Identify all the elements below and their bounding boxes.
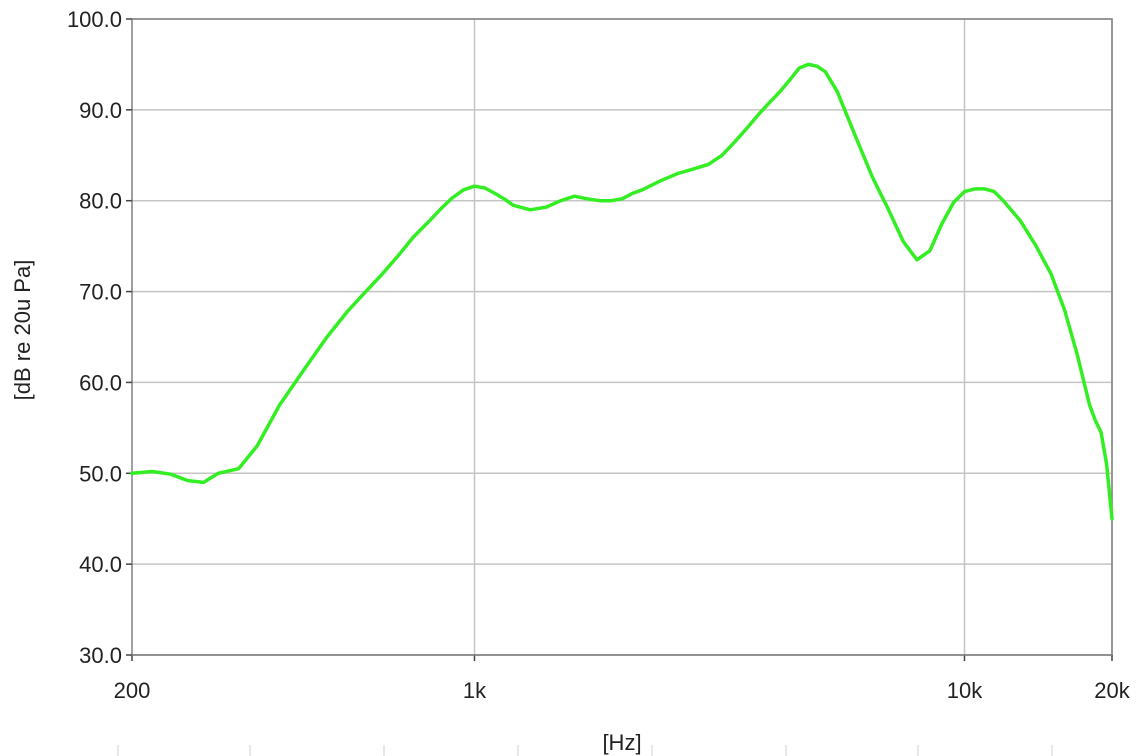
y-axis-title: [dB re 20u Pa] bbox=[10, 260, 35, 401]
x-tick-label: 1k bbox=[463, 678, 487, 703]
series-layer bbox=[130, 62, 1114, 521]
bottom-stubs bbox=[117, 745, 1053, 756]
y-tick-label: 40.0 bbox=[79, 552, 122, 577]
y-tick-label: 90.0 bbox=[79, 98, 122, 123]
x-axis: 200 1k 10k 20k bbox=[114, 654, 1131, 703]
y-tick-label: 50.0 bbox=[79, 461, 122, 486]
y-tick-label: 70.0 bbox=[79, 280, 122, 305]
y-tick-label: 80.0 bbox=[79, 189, 122, 214]
y-tick-label: 100.0 bbox=[67, 7, 122, 32]
response-curve bbox=[130, 62, 1114, 521]
x-tick-label: 200 bbox=[114, 678, 151, 703]
x-axis-title: [Hz] bbox=[602, 730, 641, 755]
x-tick-label: 20k bbox=[1094, 678, 1130, 703]
grid bbox=[132, 18, 1113, 655]
y-tick-label: 60.0 bbox=[79, 370, 122, 395]
x-tick-label: 10k bbox=[947, 678, 983, 703]
y-axis: 30.0 40.0 50.0 60.0 70.0 80.0 90.0 100.0 bbox=[67, 7, 132, 668]
y-tick-label: 30.0 bbox=[79, 643, 122, 668]
